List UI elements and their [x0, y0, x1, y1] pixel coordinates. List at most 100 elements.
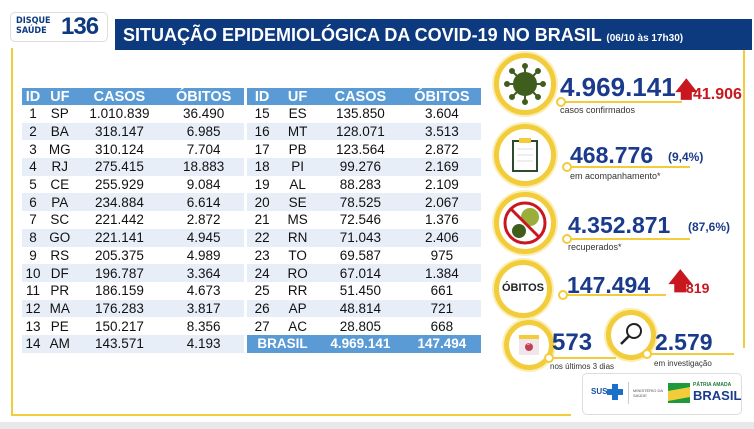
table-cell: 5 [29, 177, 37, 193]
title-bar: SITUAÇÃO EPIDEMIOLÓGICA DA COVID-19 NO B… [115, 19, 752, 50]
table-cell: 12 [22, 299, 44, 318]
table-row: 8 GO 221.141 4.945 [22, 228, 244, 247]
table-cell: CE [50, 177, 70, 193]
table-cell: 176.283 [75, 299, 164, 318]
deaths-badge-circle: ÓBITOS [494, 260, 552, 318]
total-label: BRASIL [247, 334, 318, 353]
recovered-icon-circle [494, 192, 556, 254]
table-cell: 1.010.839 [89, 106, 150, 122]
table-cell: SE [277, 193, 318, 212]
table-cell: SP [50, 106, 69, 122]
frame-bottom-line [11, 414, 571, 416]
table-row: 11 PR 186.159 4.673 [22, 282, 244, 300]
virus-icon [504, 63, 546, 105]
table-cell: 22 [247, 228, 278, 247]
table-cell: 8 [22, 228, 44, 247]
confirmed-icon-circle [494, 53, 556, 115]
table-cell: PI [277, 158, 318, 176]
table-cell: 24 [247, 264, 278, 282]
table-cell: 67.014 [317, 264, 403, 282]
table-cell: 4.945 [163, 228, 244, 247]
table-cell: 14 [22, 334, 44, 353]
table-cell: AM [43, 334, 76, 353]
table-row: 27 AC 28.805 668 [247, 317, 481, 335]
table-cell: MT [277, 122, 318, 141]
table-row: 16 MT 128.071 3.513 [247, 122, 481, 141]
logo-line1: DISQUE [16, 16, 51, 26]
table-cell: 1 [29, 106, 37, 122]
table-row: 20 SE 78.525 2.067 [247, 193, 481, 212]
table-cell: 275.415 [75, 158, 164, 176]
table-row: 24 RO 67.014 1.384 [247, 264, 481, 282]
table-cell: 2.406 [402, 228, 481, 247]
ministry-text: MINISTÉRIO DA SAÚDE [633, 388, 663, 398]
table-cell: RN [277, 228, 318, 247]
table-row: 12 MA 176.283 3.817 [22, 299, 244, 318]
table-cell: 4.193 [163, 334, 244, 353]
table-cell: 99.276 [317, 158, 403, 176]
frame-right-line [743, 50, 745, 348]
table-cell: TO [288, 247, 307, 263]
table-cell: 18 [247, 158, 278, 176]
monitoring-pct: (9,4%) [668, 150, 704, 164]
investigation-label: em investigação [654, 359, 712, 368]
table-cell: SC [50, 212, 70, 228]
investigation-value: 2.579 [655, 329, 713, 355]
table-cell: 186.159 [95, 283, 144, 299]
column-header: CASOS [317, 88, 403, 105]
table-cell: 4 [22, 158, 44, 176]
table-cell: 3.817 [163, 299, 244, 318]
total-casos: 4.969.141 [317, 334, 403, 353]
confirmed-increase: 41.906 [693, 86, 742, 103]
table-cell: PB [288, 141, 307, 157]
table-cell: 72.546 [339, 212, 382, 228]
table-cell: 27 [254, 318, 270, 334]
table-cell: 9.084 [186, 177, 221, 193]
table-cell: 71.043 [317, 228, 403, 247]
table-cell: 15 [254, 106, 270, 122]
magnifier-icon [620, 323, 642, 345]
table-row: 26 AP 48.814 721 [247, 299, 481, 318]
table-row: 4 RJ 275.415 18.883 [22, 158, 244, 176]
table-cell: 4.673 [186, 283, 221, 299]
table-row: 22 RN 71.043 2.406 [247, 228, 481, 247]
frame-left-line [11, 48, 13, 416]
table-cell: 135.850 [335, 106, 385, 122]
table-cell: RS [50, 247, 70, 263]
recent-deaths-label: nos últimos 3 dias [550, 362, 615, 371]
table-cell: 1.376 [425, 212, 459, 228]
table-cell: 2.872 [425, 141, 459, 157]
table-cell: 6.614 [163, 193, 244, 212]
table-cell: MS [287, 212, 308, 228]
table-row: 21 MS 72.546 1.376 [247, 211, 481, 229]
page-subtitle: (06/10 às 17h30) [606, 33, 684, 44]
logo-line2: SAÚDE [16, 26, 47, 36]
table-cell: MG [48, 141, 71, 157]
page-title: SITUAÇÃO EPIDEMIOLÓGICA DA COVID-19 NO B… [123, 25, 602, 45]
table-cell: 1.384 [402, 264, 481, 282]
table-cell: 661 [430, 283, 454, 299]
table-cell: 88.283 [339, 177, 382, 193]
gov-slogan: PÁTRIA AMADA [693, 382, 732, 388]
recent-deaths-value: 573 [552, 329, 593, 356]
table-cell: 205.375 [95, 247, 144, 263]
virus-crossed-icon [503, 201, 547, 245]
table-cell: 20 [247, 193, 278, 212]
sus-logo-text: SUS [591, 387, 608, 396]
table-cell: 221.141 [75, 228, 164, 247]
calendar-icon [519, 335, 539, 355]
gov-brasil: BRASIL [693, 388, 742, 403]
table-cell: 2.872 [186, 212, 221, 228]
confirmed-value: 4.969.141 [560, 72, 676, 102]
table-cell: AC [288, 318, 307, 334]
disque-saude-logo: DISQUE SAÚDE 136 [10, 12, 108, 42]
table-cell: 123.564 [335, 141, 385, 157]
table-cell: 23 [254, 247, 270, 263]
table-cell: BA [43, 122, 76, 141]
column-header: CASOS [75, 88, 164, 105]
column-header: UF [277, 88, 318, 105]
table-cell: ES [288, 106, 307, 122]
table-cell: 150.217 [95, 318, 144, 334]
table-cell: 9 [29, 247, 37, 263]
table-cell: 721 [402, 299, 481, 318]
